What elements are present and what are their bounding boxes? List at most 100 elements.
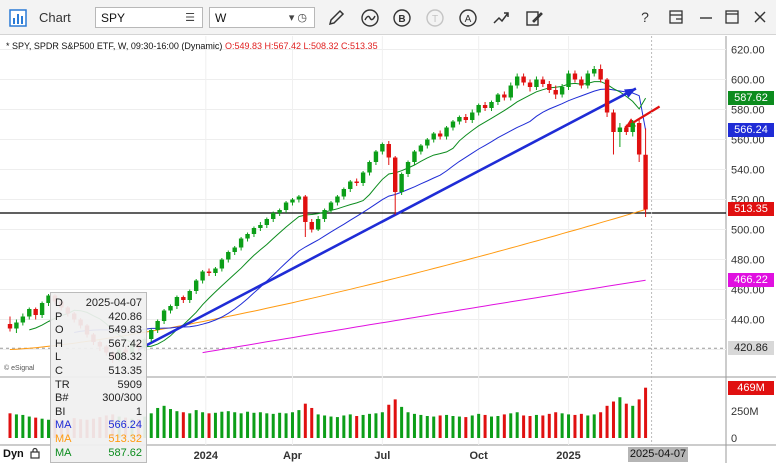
legend-symbol-info: * SPY, SPDR S&P500 ETF, W, 09:30-16:00 (… (6, 41, 223, 51)
candle-body (405, 162, 411, 174)
candle-body (335, 196, 340, 203)
volume-bar (592, 414, 596, 438)
data-window-row: D 2025-04-07 (55, 297, 145, 310)
candle-body (521, 76, 526, 83)
data-window-row: TR 5909 (55, 379, 145, 392)
price-tick-label: 600.00 (731, 75, 765, 87)
price-tick-label: 620.00 (731, 45, 765, 57)
candle-body (174, 297, 180, 306)
candle-body (527, 82, 533, 87)
candle-body (450, 121, 456, 128)
volume-bar (207, 413, 211, 438)
letter-t-icon[interactable]: T (424, 7, 446, 29)
volume-bar (496, 416, 500, 438)
data-window-key: MA (55, 446, 72, 459)
data-window-row: MA 513.32 (55, 433, 145, 446)
price-label-box: 513.35 (728, 202, 774, 217)
data-window-value: 420.86 (108, 310, 142, 323)
candle-body (367, 162, 372, 173)
candle-body (341, 189, 347, 197)
layout-icon[interactable] (667, 8, 685, 26)
interval-dropdown-icon[interactable]: ▾◷ (288, 12, 310, 24)
candle-body (604, 79, 610, 113)
price-label-box: 587.62 (728, 91, 774, 106)
volume-bar (368, 413, 372, 438)
transform-icon[interactable] (490, 7, 512, 29)
volume-bar (438, 415, 442, 438)
volume-bar (188, 413, 192, 438)
volume-bar (226, 411, 230, 438)
candle-body (547, 84, 552, 90)
candle-body (598, 69, 603, 80)
volume-bar (387, 404, 391, 438)
candle-body (354, 181, 359, 183)
candle-body (251, 228, 257, 234)
volume-bar (457, 416, 461, 438)
volume-bar (316, 414, 320, 438)
data-window-key: MA (55, 419, 72, 432)
pencil-icon[interactable] (325, 7, 347, 29)
date-cursor-label: 2025-04-07 (628, 447, 688, 462)
volume-bar (156, 407, 160, 438)
candle-body (258, 225, 263, 228)
legend-ohlc: O:549.83 H:567.42 L:508.32 C:513.35 (224, 41, 378, 51)
volume-bar (528, 416, 532, 438)
candle-body (238, 238, 244, 248)
volume-bar (323, 415, 327, 438)
volume-bar (271, 413, 275, 438)
candle-body (271, 213, 276, 219)
price-tick-label: 440.00 (731, 315, 765, 327)
price-label-box: 420.86 (728, 341, 774, 356)
symbol-menu-icon[interactable]: ☰ (185, 12, 198, 24)
help-icon[interactable]: ? (641, 9, 649, 25)
volume-bar (213, 412, 217, 438)
data-window-key: D (55, 297, 63, 309)
interval-input[interactable]: W ▾◷ (209, 7, 315, 28)
volume-bar (14, 414, 18, 438)
volume-tick-label: 250M (731, 406, 759, 418)
candle-body (508, 85, 513, 98)
candle-body (149, 330, 154, 339)
maximize-icon[interactable] (723, 8, 741, 26)
data-window-value: 2025-04-07 (85, 297, 142, 309)
candle-body (27, 309, 32, 317)
candle-body (264, 219, 269, 225)
volume-bar (522, 415, 526, 438)
volume-bar (233, 412, 237, 438)
volume-bar (239, 413, 243, 438)
candle-body (393, 157, 398, 192)
close-icon[interactable] (751, 8, 769, 26)
letter-b-icon[interactable]: B (391, 7, 413, 29)
candle-body (46, 295, 51, 303)
letter-a-icon[interactable]: A (457, 7, 479, 29)
window-title: Chart (39, 10, 71, 25)
candle-body (277, 210, 282, 213)
candle-body (636, 123, 642, 155)
volume-bar (644, 387, 648, 438)
candle-body (309, 222, 314, 230)
data-window-key: TR (55, 378, 70, 391)
data-window-value: 1 (135, 405, 142, 418)
bold-glyph: B (398, 14, 405, 25)
symbol-input[interactable]: SPY ☰ (95, 7, 203, 28)
volume-bar (425, 416, 429, 438)
candle-body (219, 259, 225, 269)
volume-bar (400, 406, 404, 438)
candle-body (611, 112, 616, 132)
candle-body (386, 144, 391, 158)
time-tick-label: 2025 (556, 450, 580, 462)
candle-body (373, 151, 379, 162)
candle-body (566, 73, 571, 87)
volume-bar (265, 413, 269, 438)
data-window-row: H 567.42 (55, 338, 145, 351)
data-window-key: B# (55, 392, 69, 405)
squiggle-icon[interactable] (359, 7, 381, 29)
lock-icon[interactable] (29, 447, 41, 459)
volume-bar (393, 399, 397, 438)
minimize-icon[interactable] (697, 8, 715, 26)
candle-body (470, 112, 475, 120)
candle-body (624, 127, 629, 132)
edit-note-icon[interactable] (523, 7, 545, 29)
candle-body (489, 102, 494, 108)
data-window-row: O 549.83 (55, 324, 145, 337)
